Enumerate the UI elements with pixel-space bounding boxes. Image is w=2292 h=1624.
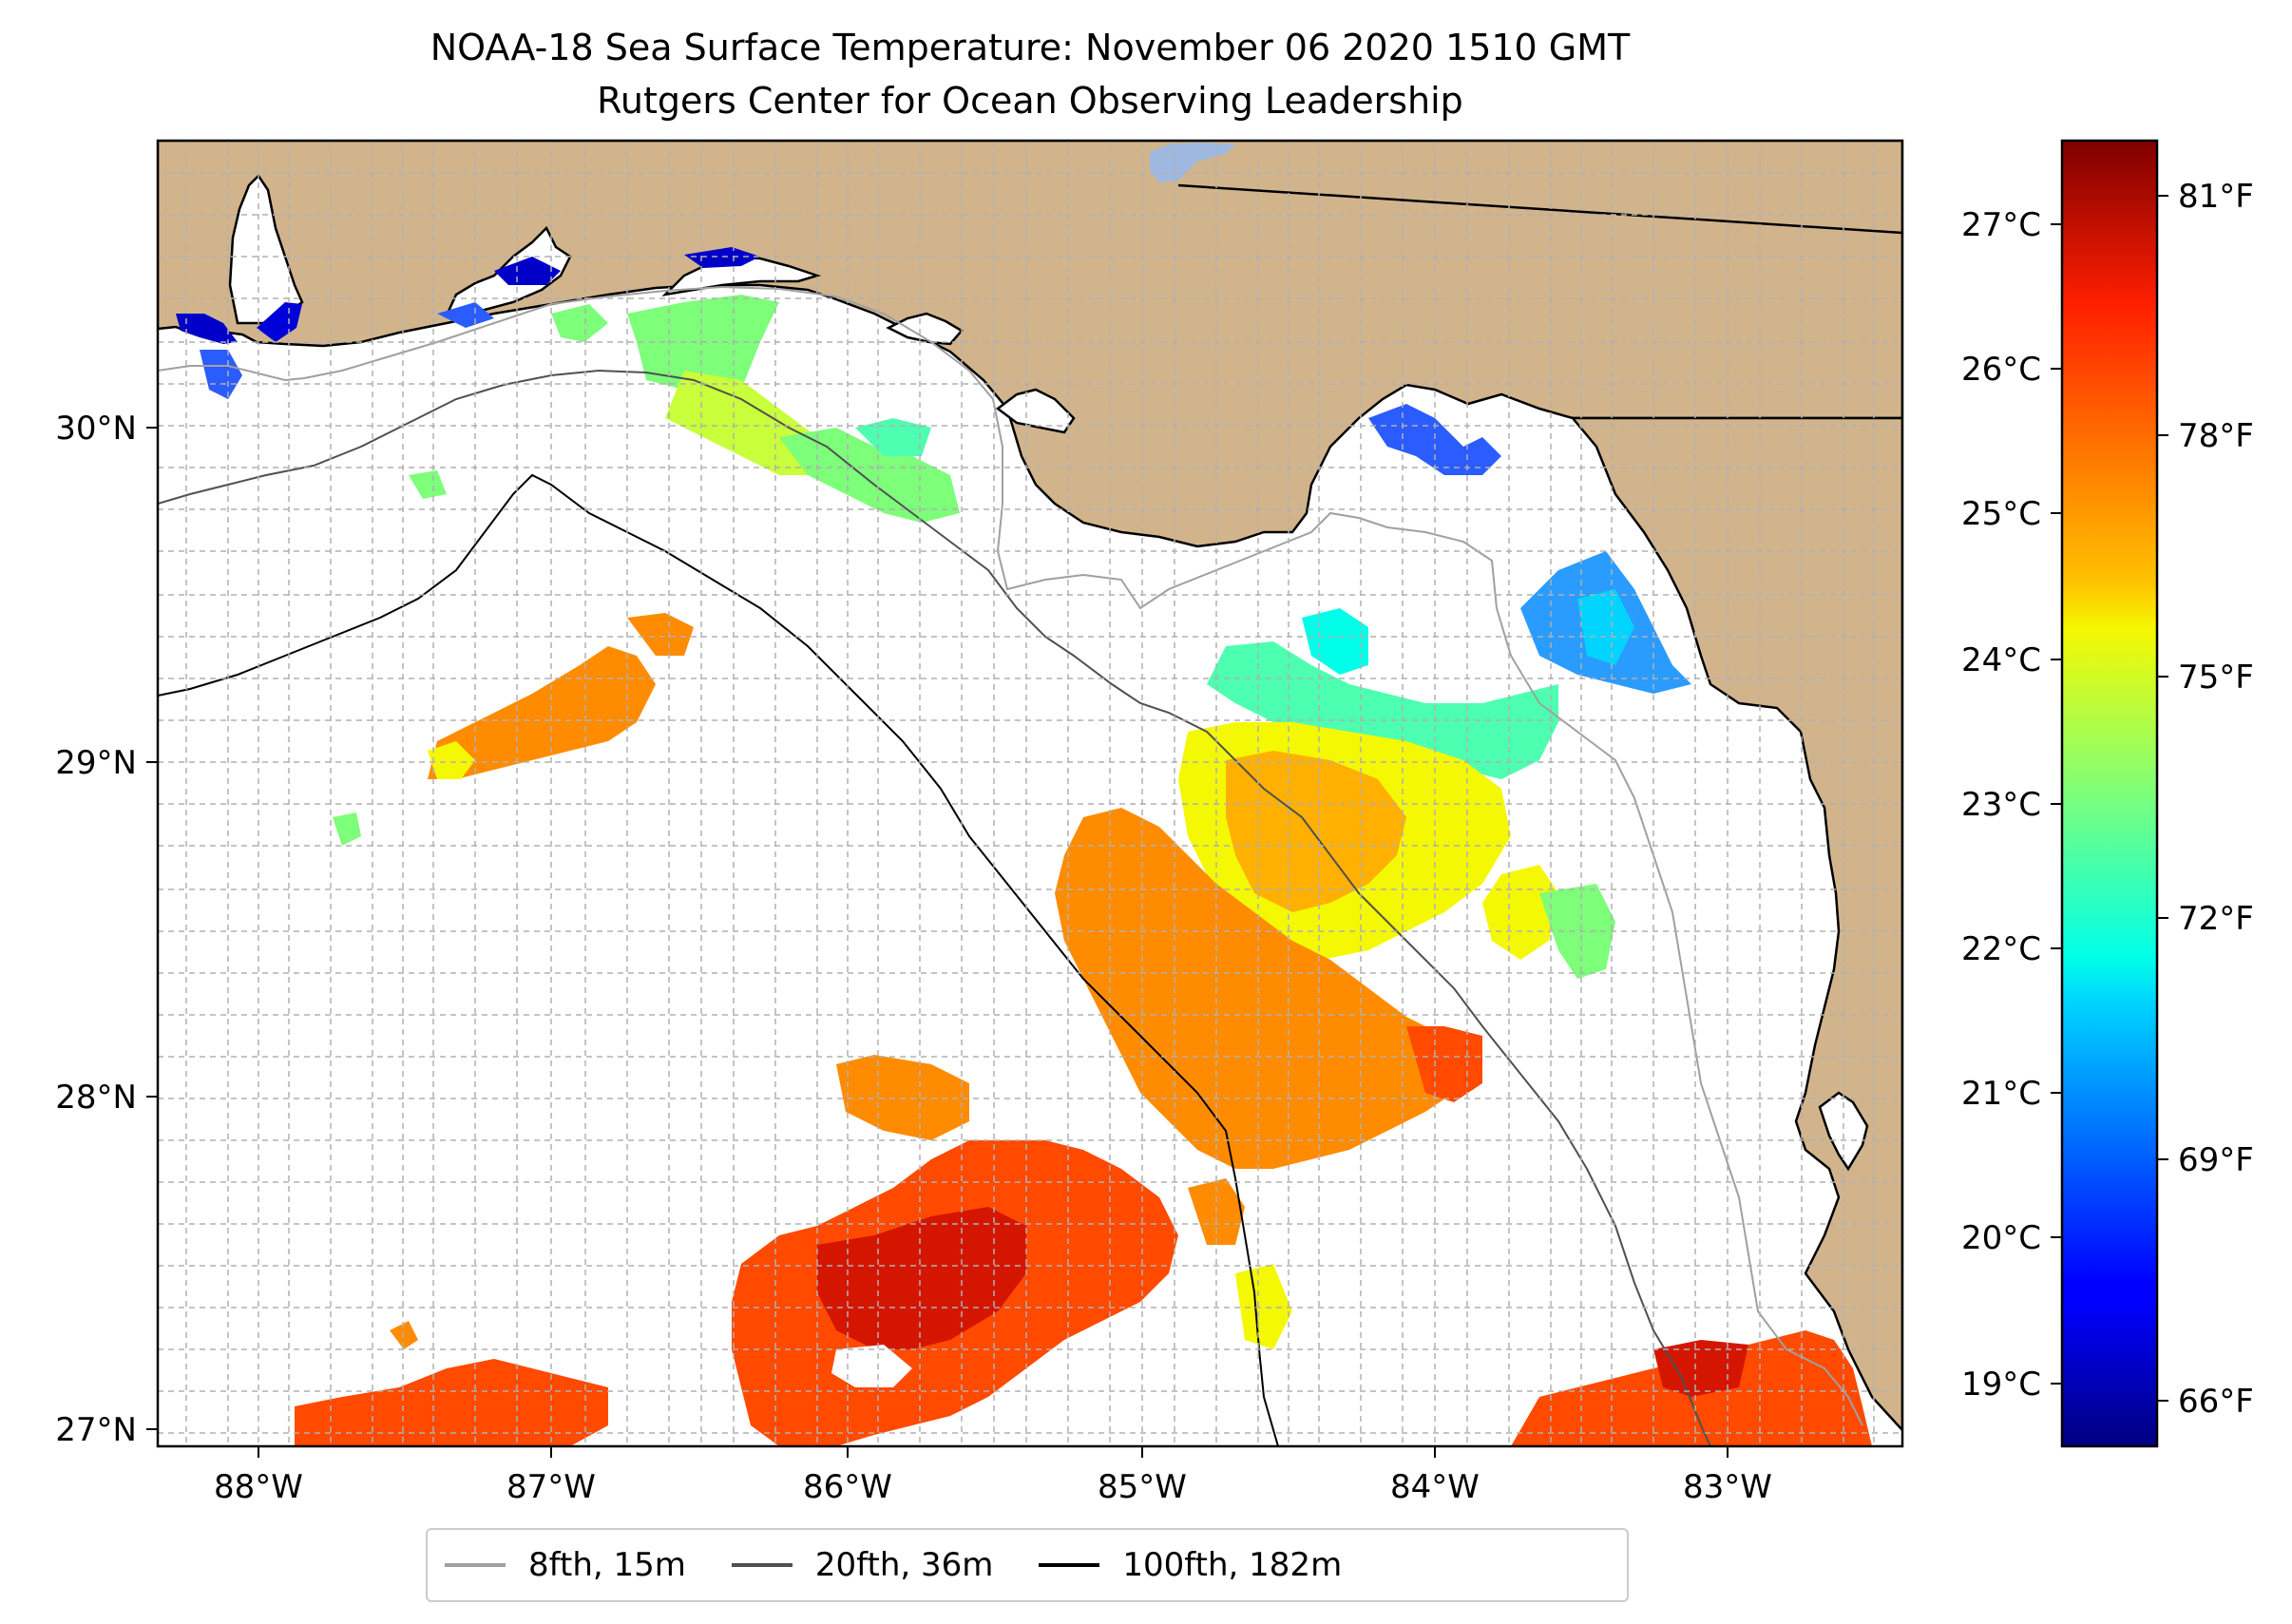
lon-tick-label-84w: 84°W [1390,1468,1480,1506]
celsius-tick-27: 27°C [1961,206,2041,244]
colorbar: 19°C 20°C 21°C 22°C 23°C 24°C 25°C 26°C … [1961,139,2254,1448]
fahrenheit-tick-66: 66°F [2178,1383,2254,1421]
isobath-legend: 8fth, 15m 20fth, 36m 100fth, 182m [426,1528,1629,1602]
state-border [1177,183,1902,235]
celsius-tick-25: 25°C [1961,495,2041,533]
map-title-line1: NOAA-18 Sea Surface Temperature: Novembe… [430,27,1631,68]
legend-item-100fth: 100fth, 182m [1039,1546,1342,1584]
land-north-coast [158,141,1902,548]
legend-swatch-20fth [731,1563,793,1567]
sst-field [176,247,1872,1446]
isobath-20fth [158,369,1711,1446]
lat-tick-label-29n: 29°N [55,744,137,782]
isobath-8fth [158,285,1863,1426]
colorbar-celsius-axis: 19°C 20°C 21°C 22°C 23°C 24°C 25°C 26°C … [1961,206,2062,1404]
apalachicola-bay [995,388,1076,434]
land-florida-peninsula [1570,416,1902,1432]
fahrenheit-tick-78: 78°F [2178,417,2254,455]
map-frame [156,139,1904,1448]
fahrenheit-tick-81: 81°F [2178,178,2254,216]
lon-tick-label-87w: 87°W [506,1468,596,1506]
legend-label-100fth: 100fth, 182m [1122,1546,1343,1584]
map-panel [158,141,1902,1446]
lake-seminole [1150,143,1235,182]
celsius-tick-22: 22°C [1961,930,2041,968]
fahrenheit-tick-72: 72°F [2178,900,2254,938]
map-title-line2: Rutgers Center for Ocean Observing Leade… [597,80,1463,122]
legend-swatch-8fth [445,1563,506,1567]
lon-tick-label-85w: 85°W [1098,1468,1187,1506]
fahrenheit-tick-75: 75°F [2178,659,2254,697]
lon-tick-label-88w: 88°W [214,1468,303,1506]
lat-axis: 30°N 29°N 28°N 27°N [55,410,158,1449]
lat-tick-label-30n: 30°N [55,410,137,448]
celsius-tick-26: 26°C [1961,351,2041,389]
celsius-tick-21: 21°C [1961,1075,2041,1113]
choctawhatchee-bay [661,255,822,296]
legend-item-20fth: 20fth, 36m [731,1546,994,1584]
legend-label-8fth: 8fth, 15m [528,1546,686,1584]
lon-axis: 88°W 87°W 86°W 85°W 84°W 83°W [214,1446,1772,1506]
fahrenheit-tick-69: 69°F [2178,1141,2254,1179]
colorbar-fahrenheit-axis: 66°F 69°F 72°F 75°F 78°F 81°F [2157,178,2254,1421]
legend-label-20fth: 20fth, 36m [814,1546,994,1584]
lon-tick-label-86w: 86°W [803,1468,892,1506]
lon-tick-label-83w: 83°W [1683,1468,1772,1506]
map-gridlines [158,141,1902,1446]
legend-item-8fth: 8fth, 15m [445,1546,686,1584]
celsius-tick-19: 19°C [1961,1366,2041,1404]
celsius-tick-23: 23°C [1961,786,2041,824]
celsius-tick-20: 20°C [1961,1219,2041,1257]
lat-tick-label-28n: 28°N [55,1079,137,1117]
isobath-100fth [158,473,1279,1446]
lat-tick-label-27n: 27°N [55,1411,137,1449]
legend-swatch-100fth [1039,1563,1100,1567]
colorbar-gradient [2060,139,2159,1448]
celsius-tick-24: 24°C [1961,641,2041,679]
